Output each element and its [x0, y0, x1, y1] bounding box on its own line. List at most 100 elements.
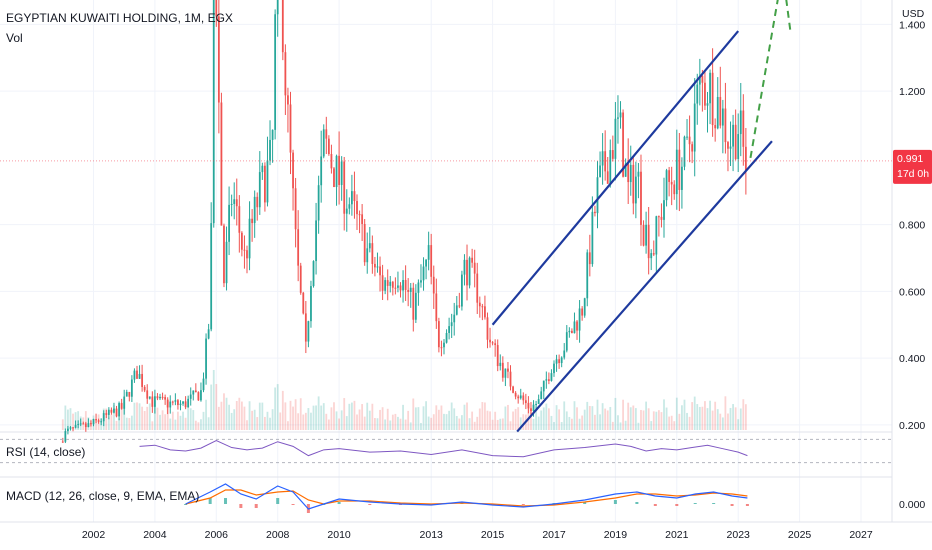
candle-body: [207, 329, 210, 339]
volume-bar: [258, 402, 261, 430]
candle-body: [453, 314, 456, 323]
volume-bar: [307, 408, 310, 430]
volume-bar: [64, 405, 67, 430]
candle-body: [335, 155, 338, 188]
price-axis[interactable]: 2.0001.8001.6001.4001.2000.8000.6000.400…: [899, 0, 925, 511]
candle-body: [455, 305, 458, 315]
candle-body: [348, 204, 351, 209]
volume-bar: [499, 418, 502, 430]
candle-body: [473, 262, 476, 274]
volume-bar: [468, 418, 471, 430]
candle-body: [100, 421, 103, 423]
candle-body: [527, 403, 530, 409]
candle-body: [118, 403, 120, 417]
candle-body: [701, 75, 704, 83]
volume-bar: [353, 400, 356, 430]
candle-body: [609, 150, 612, 184]
volume-bar: [130, 415, 133, 430]
volume-bar: [504, 406, 507, 430]
candle-body: [445, 332, 448, 343]
candle-body: [494, 343, 497, 346]
candle-body: [253, 196, 256, 224]
candle-body: [706, 103, 709, 106]
volume-bar: [463, 404, 466, 430]
macd-histogram-bar: [224, 498, 228, 504]
volume-bar: [555, 405, 558, 430]
candle-body: [284, 52, 287, 96]
candle-body: [535, 404, 537, 406]
candle-body: [427, 245, 430, 260]
time-tick-label: 2010: [327, 529, 351, 541]
time-tick-label: 2006: [205, 529, 229, 541]
volume-bar: [657, 410, 660, 430]
volume-bar: [527, 402, 530, 430]
ascending-channel-lower[interactable]: [516, 140, 773, 433]
volume-label: Vol: [6, 31, 23, 45]
volume-bar: [194, 420, 197, 430]
candle-body: [489, 339, 491, 343]
macd-histogram-bar: [712, 503, 716, 504]
volume-bar: [507, 404, 509, 430]
candle-body: [317, 185, 320, 221]
volume-bar: [422, 406, 425, 430]
candle-body: [266, 160, 269, 203]
candle-body: [128, 391, 131, 397]
volume-bar: [724, 396, 727, 430]
volume-bar: [698, 406, 701, 430]
volume-bar: [629, 407, 632, 430]
volume-bar: [514, 408, 517, 430]
volume-bar: [650, 421, 653, 430]
candle-body: [688, 136, 691, 145]
candle-body: [716, 96, 719, 129]
volume-bar: [297, 413, 300, 430]
candle-body: [397, 285, 399, 288]
volume-bar: [164, 414, 167, 430]
candle-body: [532, 404, 535, 411]
volume-bar: [289, 400, 292, 430]
candle-body: [327, 138, 330, 155]
candle-body: [276, 0, 279, 15]
volume-bar: [445, 414, 448, 430]
candle-body: [668, 170, 671, 182]
volume-bar: [228, 404, 230, 430]
candle-body: [228, 204, 230, 242]
volume-bar: [202, 411, 205, 430]
volume-bar: [668, 416, 671, 430]
volume-bar: [727, 413, 729, 430]
volume-bar: [404, 419, 407, 430]
volume-bar: [489, 411, 491, 430]
candle-body: [512, 386, 514, 393]
time-axis[interactable]: 2002 2004 2006 2008 2010 2013 2015 2017 2019 2021…: [82, 529, 873, 541]
volume-bar: [389, 420, 392, 430]
volume-bar: [356, 414, 358, 430]
candle-body: [565, 332, 568, 351]
macd-histogram-bar: [730, 504, 734, 506]
candle-body: [123, 396, 126, 409]
volume-bar: [594, 414, 596, 430]
candle-body: [391, 281, 394, 288]
volume-bar: [663, 399, 665, 430]
candle-body: [530, 408, 532, 411]
volume-bar: [217, 406, 220, 430]
candle-body: [184, 401, 187, 408]
volume-bar: [704, 401, 706, 430]
volume-bar: [678, 413, 681, 430]
volume-bar: [496, 419, 499, 430]
macd-histogram-bar: [613, 500, 617, 504]
volume-bar: [686, 412, 688, 430]
candle-body: [399, 285, 402, 291]
ascending-channel-upper[interactable]: [491, 30, 740, 326]
volume-bar: [368, 410, 371, 430]
volume-bar: [343, 398, 346, 430]
volume-bar: [540, 410, 543, 430]
candle-body: [412, 287, 415, 320]
drawing-annotations[interactable]: [491, 0, 792, 433]
candle-body: [269, 139, 271, 161]
candle-body: [558, 359, 561, 364]
volume-bar: [537, 416, 540, 430]
volume-bar: [420, 422, 422, 430]
candle-body: [136, 370, 138, 379]
candle-body: [315, 220, 317, 262]
candle-body: [289, 104, 292, 153]
